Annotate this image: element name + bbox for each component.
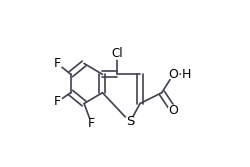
Text: Cl: Cl: [112, 47, 123, 60]
Ellipse shape: [52, 59, 62, 68]
Text: O: O: [168, 104, 178, 117]
Ellipse shape: [182, 70, 192, 79]
Ellipse shape: [124, 117, 136, 127]
Text: F: F: [54, 57, 61, 70]
Ellipse shape: [168, 69, 179, 79]
Ellipse shape: [110, 48, 125, 59]
Text: F: F: [88, 117, 95, 130]
Ellipse shape: [52, 97, 62, 107]
Text: H: H: [182, 68, 192, 81]
Text: F: F: [54, 95, 61, 108]
Ellipse shape: [86, 119, 97, 128]
Ellipse shape: [168, 105, 179, 115]
Text: O: O: [168, 68, 178, 81]
Text: S: S: [126, 115, 134, 128]
